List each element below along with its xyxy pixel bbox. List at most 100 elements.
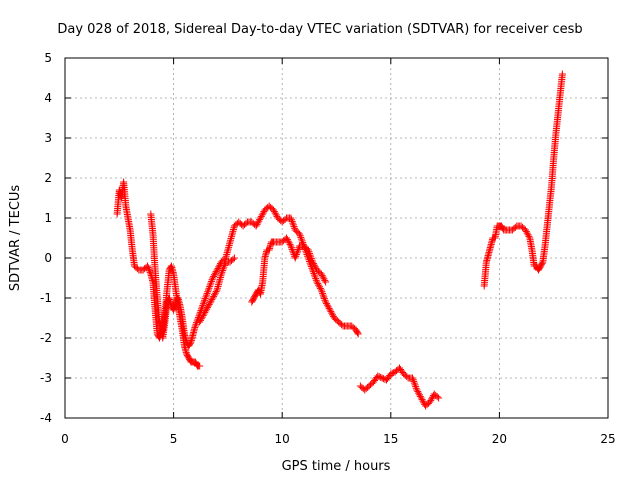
data-point: [312, 276, 320, 284]
data-point: [426, 398, 434, 406]
data-point: [219, 267, 227, 275]
data-point: [306, 249, 314, 257]
data-point: [288, 245, 296, 253]
data-point: [319, 273, 327, 281]
data-point: [206, 299, 214, 307]
data-point: [289, 221, 297, 229]
data-point: [218, 268, 226, 276]
data-point: [272, 211, 280, 219]
data-point: [191, 322, 199, 330]
data-point: [291, 254, 299, 262]
x-tick-label: 15: [383, 432, 398, 446]
data-point: [374, 372, 382, 380]
data-point: [288, 244, 296, 252]
y-tick-label: -3: [40, 371, 52, 385]
data-point: [200, 298, 208, 306]
data-point: [204, 286, 212, 294]
data-point: [203, 289, 211, 297]
data-point: [197, 315, 205, 323]
data-point: [292, 251, 300, 259]
data-point: [558, 70, 566, 78]
data-point: [292, 252, 300, 260]
data-point: [387, 370, 395, 378]
data-point: [353, 329, 361, 337]
data-point: [205, 284, 213, 292]
data-point: [414, 388, 422, 396]
chart-title: Day 028 of 2018, Sidereal Day-to-day VTE…: [57, 22, 582, 37]
data-point: [523, 229, 531, 237]
data-point: [310, 269, 318, 277]
data-point: [256, 216, 264, 224]
data-point: [317, 286, 325, 294]
data-point: [288, 217, 296, 225]
data-point: [203, 305, 211, 313]
data-point: [211, 269, 219, 277]
data-point: [409, 374, 417, 382]
x-tick-label: 25: [600, 432, 615, 446]
data-point: [145, 265, 153, 273]
x-tick-label: 10: [275, 432, 290, 446]
data-point: [242, 219, 250, 227]
data-point: [254, 219, 262, 227]
data-point: [202, 293, 210, 301]
data-point: [375, 373, 383, 381]
data-point: [511, 223, 519, 231]
data-point: [287, 214, 295, 222]
y-tick-label: 1: [44, 211, 52, 225]
data-point: [323, 301, 331, 309]
data-point: [144, 262, 152, 270]
data-point: [256, 214, 264, 222]
data-point: [316, 283, 324, 291]
data-point: [211, 289, 219, 297]
data-point: [309, 260, 317, 268]
data-point: [288, 216, 296, 224]
y-tick-label: 0: [44, 251, 52, 265]
y-tick-label: 3: [44, 131, 52, 145]
data-point: [403, 373, 411, 381]
data-point: [410, 379, 418, 387]
data-point: [213, 266, 221, 274]
data-point: [411, 381, 419, 389]
data-point: [314, 280, 322, 288]
data-point: [428, 395, 436, 403]
data-point: [283, 236, 291, 244]
x-axis-ticks: 0 5 10 15 20 25: [61, 58, 616, 446]
data-point: [307, 253, 315, 261]
data-point: [197, 316, 205, 324]
data-point: [328, 309, 336, 317]
data-point: [252, 222, 260, 230]
data-point: [186, 339, 194, 347]
data-point: [417, 394, 425, 402]
data-point: [199, 312, 207, 320]
data-point: [199, 300, 207, 308]
data-point: [255, 217, 263, 225]
data-point: [377, 373, 385, 381]
data-point: [310, 271, 318, 279]
data-point: [258, 211, 266, 219]
data-point: [320, 293, 328, 301]
x-tick-label: 5: [170, 432, 178, 446]
data-point: [321, 296, 329, 304]
data-point: [294, 247, 302, 255]
plot-frame: [64, 57, 609, 419]
data-points: [113, 70, 566, 410]
data-point: [310, 261, 318, 269]
data-point: [201, 308, 209, 316]
data-point: [201, 295, 209, 303]
data-point: [525, 232, 533, 240]
data-point: [297, 233, 305, 241]
data-point: [283, 234, 291, 242]
data-point: [305, 248, 313, 256]
data-point: [354, 330, 362, 338]
data-point: [338, 321, 346, 329]
data-point: [320, 295, 328, 303]
data-point: [297, 235, 305, 243]
data-point: [144, 264, 152, 272]
data-point: [217, 270, 225, 278]
data-point: [209, 294, 217, 302]
data-point: [317, 270, 325, 278]
data-point: [323, 300, 331, 308]
y-tick-label: 5: [44, 51, 52, 65]
data-point: [206, 283, 214, 291]
